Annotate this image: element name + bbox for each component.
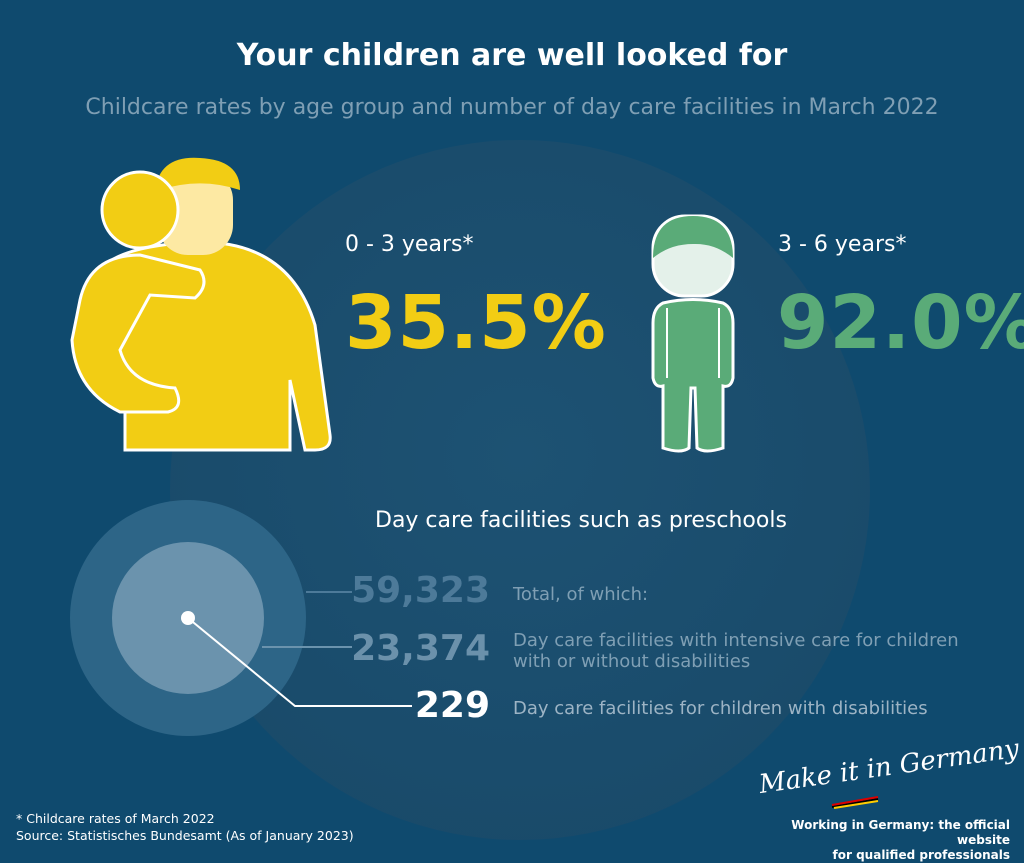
facilities-intensive-label: Day care facilities with intensive care … — [513, 630, 973, 672]
facilities-total-value: 59,323 — [351, 570, 490, 611]
connector-disab — [187, 617, 412, 707]
footnote-asterisk: * Childcare rates of March 2022 — [16, 811, 215, 826]
source-line: Source: Statistisches Bundesamt (As of J… — [16, 828, 354, 843]
logo-caption: Working in Germany: the official website… — [760, 818, 1010, 863]
page-title: Your children are well looked for — [236, 38, 788, 73]
flag-stripe-icon — [831, 796, 879, 809]
facilities-disab-label: Day care facilities for children with di… — [513, 698, 928, 719]
page-subtitle: Childcare rates by age group and number … — [85, 95, 939, 120]
age-label-0-3: 0 - 3 years* — [345, 232, 474, 257]
logo-caption-line1: Working in Germany: the official website — [791, 818, 1010, 847]
footnote: * Childcare rates of March 2022 Source: … — [16, 810, 354, 844]
rate-value-3-6: 92.0% — [777, 280, 1024, 366]
facilities-intensive-label-line1: Day care facilities with intensive care … — [513, 630, 959, 651]
facilities-circles-graphic — [70, 500, 412, 736]
child-figure-icon — [651, 214, 735, 453]
facilities-disab-value: 229 — [414, 685, 490, 726]
age-label-3-6: 3 - 6 years* — [778, 232, 907, 257]
facilities-heading: Day care facilities such as preschools — [375, 508, 787, 533]
make-it-in-germany-logo[interactable]: Make it in Germany — [757, 733, 1021, 801]
center-dot — [181, 611, 195, 625]
facilities-intensive-label-line2: with or without disabilities — [513, 651, 751, 672]
rate-value-0-3: 35.5% — [345, 280, 607, 366]
background-circle — [170, 140, 870, 840]
parent-carrying-child-icon — [70, 157, 332, 452]
facilities-intensive-value: 23,374 — [351, 628, 490, 669]
facilities-total-label: Total, of which: — [513, 584, 649, 605]
logo-caption-line2: for qualified professionals — [832, 848, 1010, 862]
